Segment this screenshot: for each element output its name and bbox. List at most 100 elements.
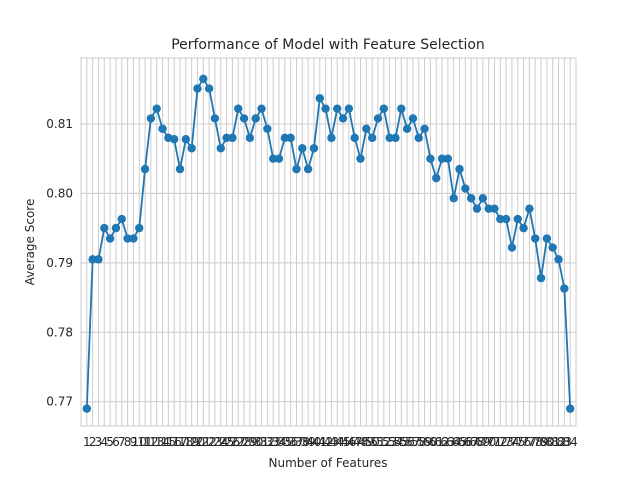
x-tick-label: 21 [196,435,211,449]
x-tick-label: 79 [533,435,548,449]
x-tick-label: 72 [493,435,508,449]
data-point [362,124,371,134]
data-point [432,173,441,183]
data-point [414,133,423,143]
data-point [181,135,191,144]
x-tick-label: 51 [370,435,385,449]
x-tick-label: 65 [452,435,467,449]
x-tick-label: 35 [277,435,292,449]
x-tick-label: 50 [365,435,380,449]
data-point [461,184,470,193]
x-tick-label: 45 [335,435,350,449]
data-point [199,74,208,84]
x-tick-label: 19 [184,435,199,449]
data-point [239,114,249,123]
x-tick-label: 30 [248,435,263,449]
data-point [187,144,196,153]
x-tick-label: 36 [283,435,298,449]
data-point [333,104,342,113]
data-point [501,214,511,224]
data-point [216,144,225,153]
x-tick-label: 2 [89,435,97,449]
plot-area [81,58,576,426]
data-point [496,214,505,224]
data-point [169,135,179,144]
x-tick-labels: 1234567891011121314151617181920212223242… [83,435,578,449]
x-tick-label: 46 [341,435,356,449]
x-tick-label: 84 [563,435,578,449]
x-tick-label: 75 [510,435,525,449]
data-point [158,124,167,134]
data-point [565,404,575,413]
x-tick-label: 32 [260,435,275,449]
x-tick-label: 10 [132,435,147,449]
x-tick-label: 77 [522,435,537,449]
x-tick-label: 27 [231,435,246,449]
data-point [426,154,435,163]
data-point [123,234,132,243]
x-tick-label: 58 [411,435,426,449]
data-point [507,243,517,252]
data-point [152,104,161,113]
data-point [204,84,214,93]
data-point [560,284,569,293]
x-tick-label: 53 [382,435,397,449]
data-point [280,133,290,143]
y-tick-label: 0.81 [46,117,73,131]
data-point [315,94,324,103]
data-point [484,204,493,213]
data-point [531,234,540,243]
data-point [350,133,359,143]
x-tick-label: 64 [446,435,461,449]
x-tick-label: 44 [330,435,345,449]
x-tick-label: 69 [475,435,490,449]
data-point [397,104,406,113]
data-point [548,243,557,252]
x-tick-label: 48 [353,435,368,449]
y-tick-labels: 0.77 0.78 0.79 0.80 0.81 [46,117,73,409]
data-point [536,273,546,283]
x-tick-label: 81 [545,435,560,449]
data-point [554,255,563,264]
x-tick-label: 25 [219,435,234,449]
y-tick-label: 0.78 [46,325,73,339]
data-point [82,404,92,413]
x-tick-label: 11 [137,435,152,449]
data-point [338,114,348,123]
data-point [402,124,412,134]
data-point [257,104,266,113]
data-point [117,214,126,224]
x-tick-label: 14 [155,435,170,449]
data-point [449,194,458,203]
x-tick-label: 3 [95,435,103,449]
y-tick-label: 0.80 [46,186,73,200]
data-point [513,214,522,224]
x-tick-label: 57 [405,435,420,449]
x-tick-label: 74 [504,435,519,449]
data-point [542,234,552,243]
x-tick-label: 68 [469,435,484,449]
x-tick-label: 55 [394,435,409,449]
data-point [105,234,115,243]
x-tick-label: 28 [236,435,251,449]
x-tick-label: 47 [347,435,362,449]
x-tick-label: 67 [464,435,479,449]
data-point [298,144,307,153]
data-point [234,104,243,113]
x-tick-label: 18 [178,435,193,449]
data-point [420,124,429,134]
data-point [373,114,383,123]
x-tick-label: 71 [487,435,502,449]
data-point [525,204,534,213]
data-point [379,104,389,113]
data-point [309,144,319,153]
data-point [408,114,418,123]
x-tick-label: 52 [376,435,391,449]
x-axis-label: Number of Features [269,456,388,470]
data-point [344,104,354,113]
x-tick-label: 80 [539,435,554,449]
x-tick-label: 56 [399,435,414,449]
x-tick-label: 15 [161,435,176,449]
x-tick-label: 40 [306,435,321,449]
data-point [228,133,237,143]
